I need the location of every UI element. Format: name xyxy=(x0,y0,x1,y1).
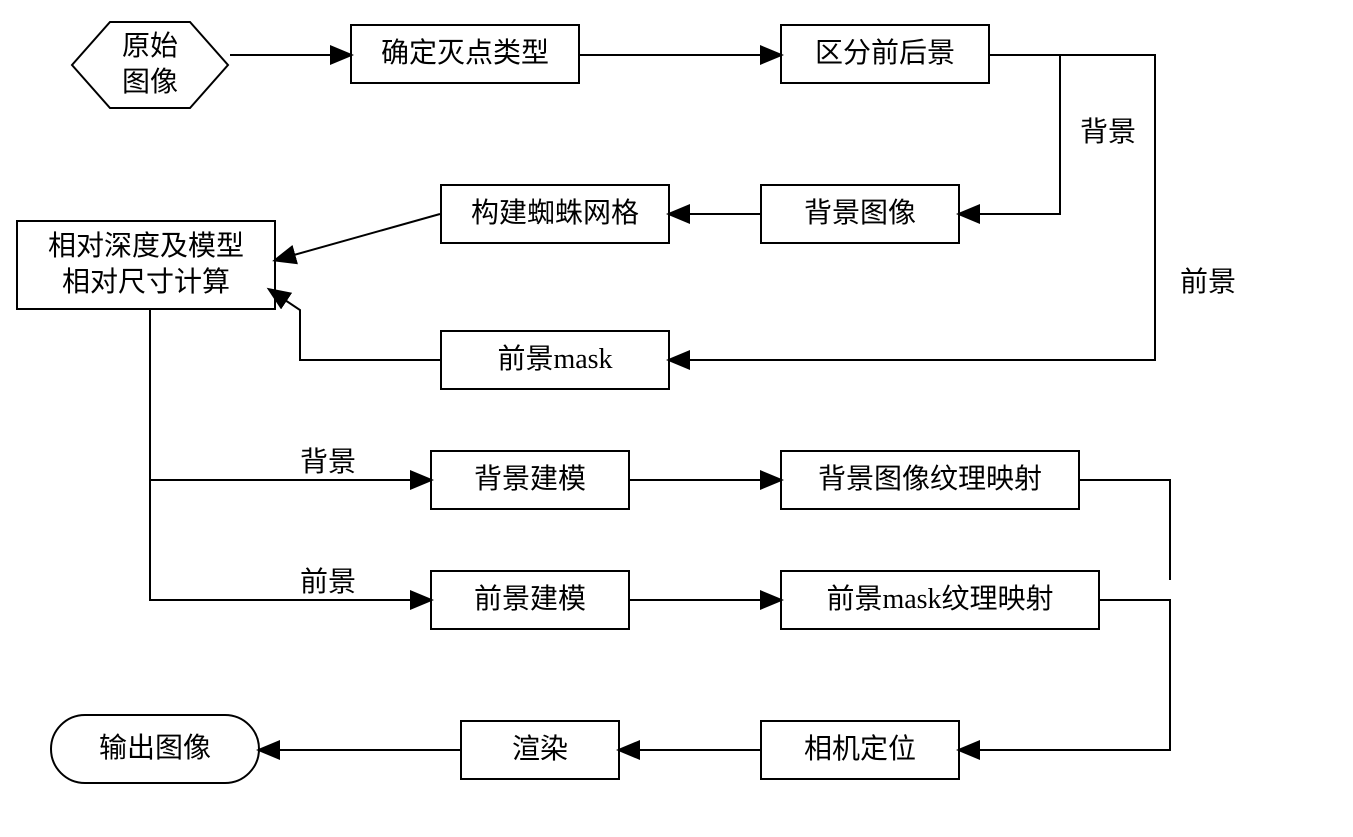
node-label: 背景建模 xyxy=(474,462,586,498)
edge-label-fg: 前景 xyxy=(1180,260,1236,300)
end-label: 输出图像 xyxy=(99,731,211,767)
node-bg-modeling: 背景建模 xyxy=(430,450,630,510)
edge-label-fg2: 前景 xyxy=(300,560,356,600)
node-label: 构建蜘蛛网格 xyxy=(471,196,639,232)
node-spider-grid: 构建蜘蛛网格 xyxy=(440,184,670,244)
node-separate-fg-bg: 区分前后景 xyxy=(780,24,990,84)
node-bg-image: 背景图像 xyxy=(760,184,960,244)
node-label: 确定灭点类型 xyxy=(381,36,549,72)
node-render: 渲染 xyxy=(460,720,620,780)
node-label: 相机定位 xyxy=(804,732,916,768)
node-vanishing-point: 确定灭点类型 xyxy=(350,24,580,84)
node-label: 前景mask xyxy=(497,342,612,378)
node-depth-model-calc: 相对深度及模型 相对尺寸计算 xyxy=(16,220,276,310)
start-node: 原始 图像 xyxy=(70,20,230,110)
node-fg-modeling: 前景建模 xyxy=(430,570,630,630)
node-label: 渲染 xyxy=(512,732,568,768)
node-label: 前景建模 xyxy=(474,582,586,618)
node-fg-mask: 前景mask xyxy=(440,330,670,390)
arrows-layer xyxy=(0,0,1353,837)
start-label: 原始 图像 xyxy=(122,29,178,102)
node-bg-texture-map: 背景图像纹理映射 xyxy=(780,450,1080,510)
node-camera-pos: 相机定位 xyxy=(760,720,960,780)
edge-label-bg: 背景 xyxy=(1080,110,1136,150)
node-label: 背景图像 xyxy=(804,196,916,232)
node-label: 区分前后景 xyxy=(815,36,955,72)
edge-label-bg2: 背景 xyxy=(300,440,356,480)
node-fg-mask-texture-map: 前景mask纹理映射 xyxy=(780,570,1100,630)
node-label: 相对深度及模型 相对尺寸计算 xyxy=(48,229,244,302)
end-node: 输出图像 xyxy=(50,714,260,784)
node-label: 前景mask纹理映射 xyxy=(826,582,1053,618)
node-label: 背景图像纹理映射 xyxy=(818,462,1042,498)
